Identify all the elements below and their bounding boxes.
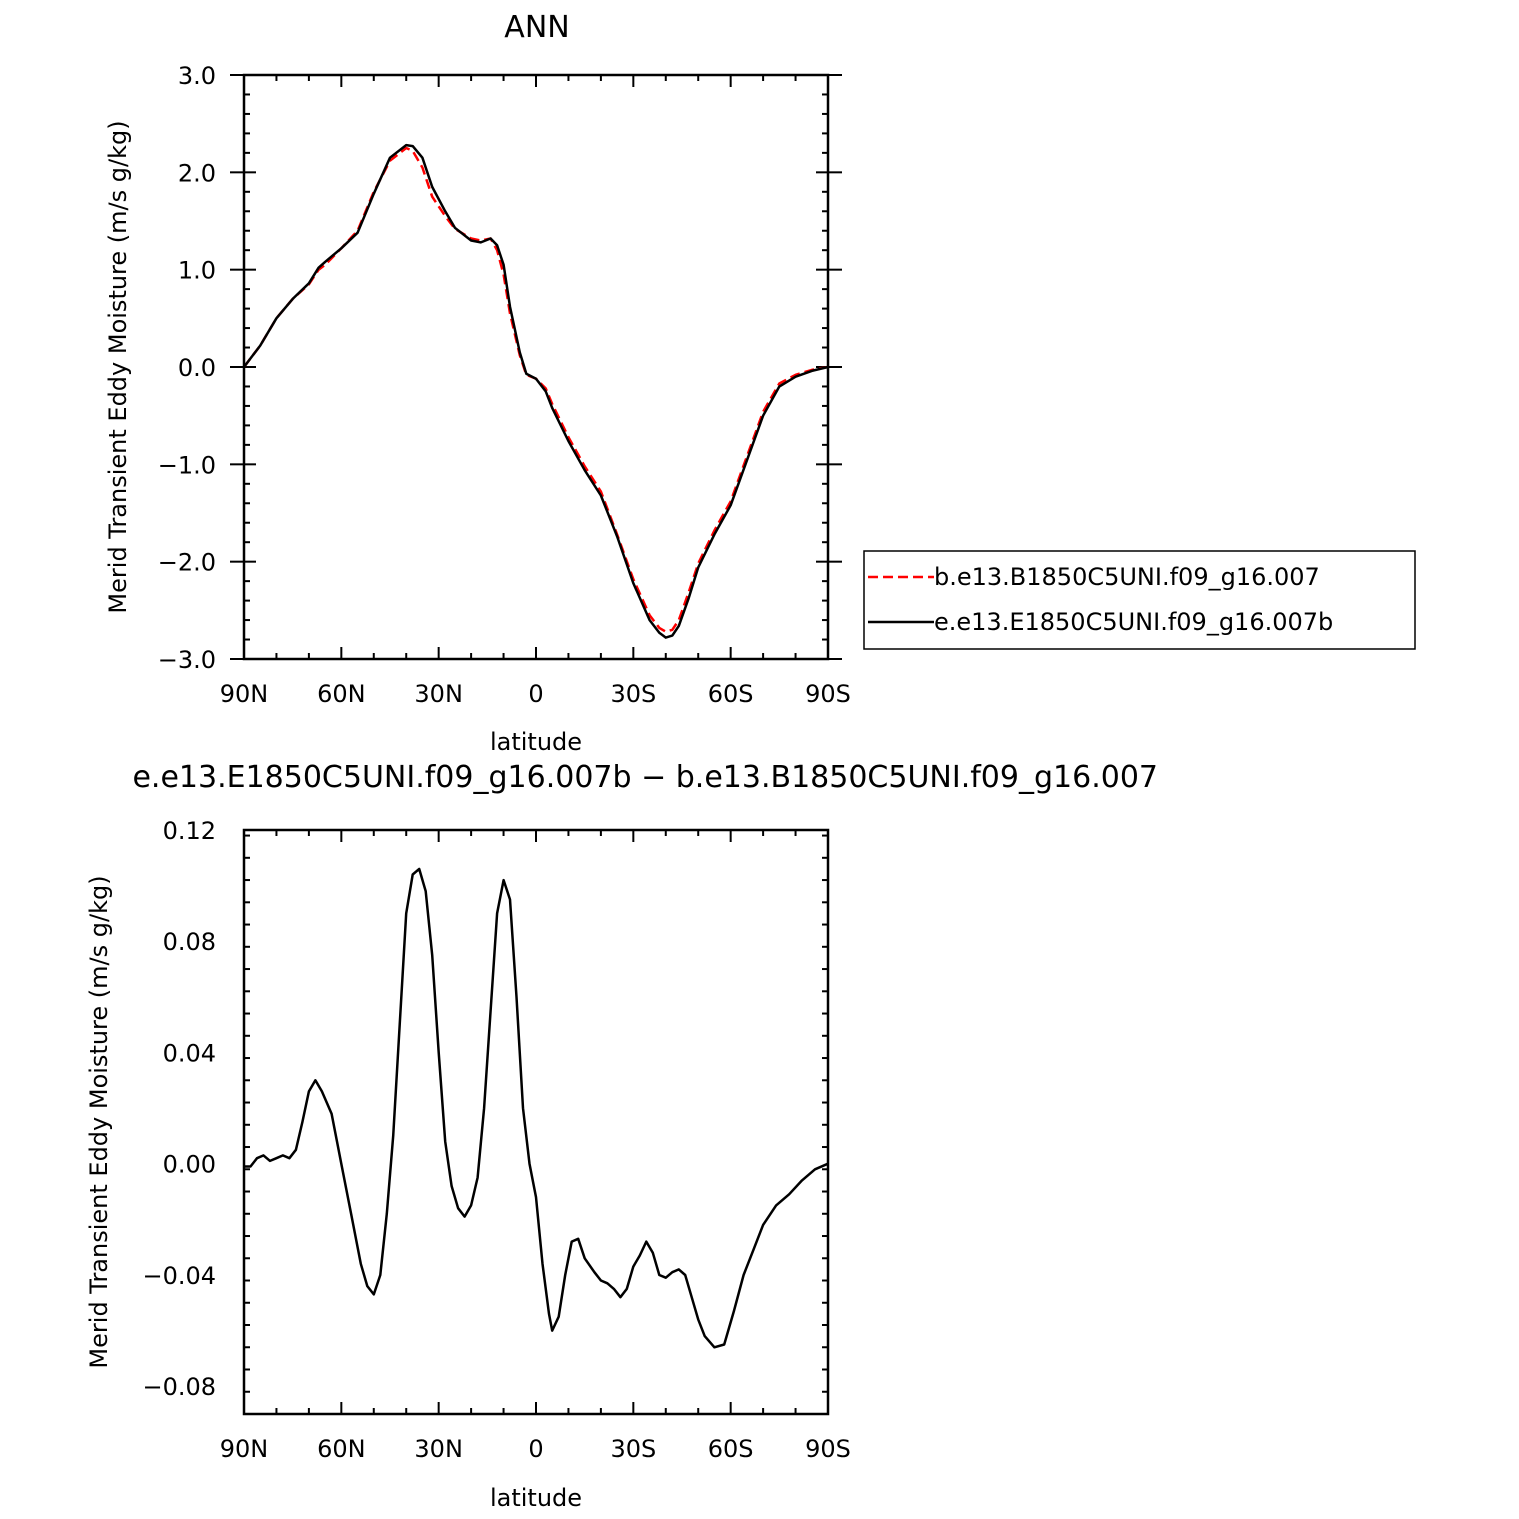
y-tick-label: 0.12 — [163, 817, 216, 845]
x-tick-label: 30S — [610, 1435, 656, 1463]
x-tick-label: 30S — [610, 680, 656, 708]
upper-plot-legend: b.e13.B1850C5UNI.f09_g16.007 e.e13.E1850… — [863, 550, 1416, 650]
upper-plot-series — [243, 143, 829, 639]
y-tick-label: 2.0 — [178, 159, 216, 187]
x-tick-label: 30N — [414, 680, 463, 708]
series-line-1 — [243, 143, 829, 639]
series-line-0 — [243, 146, 829, 633]
lower-plot-series — [244, 867, 829, 1349]
x-tick-label: 0 — [528, 680, 543, 708]
lower-plot-ticks — [243, 830, 829, 1415]
lower-plot: e.e13.E1850C5UNI.f09_g16.007b − b.e13.B1… — [85, 760, 1158, 1512]
y-tick-label: −3.0 — [158, 646, 216, 674]
x-tick-label: 60S — [708, 1435, 754, 1463]
upper-plot-x-axis-title: latitude — [490, 728, 582, 756]
y-tick-label: 1.0 — [178, 257, 216, 285]
x-tick-label: 0 — [528, 1435, 543, 1463]
y-tick-label: 3.0 — [178, 62, 216, 90]
lower-plot-title: e.e13.E1850C5UNI.f09_g16.007b − b.e13.B1… — [132, 760, 1158, 795]
x-tick-label: 90N — [220, 680, 269, 708]
upper-plot-y-axis-title: Merid Transient Eddy Moisture (m/s g/kg) — [104, 120, 132, 613]
x-tick-label: 60N — [317, 680, 366, 708]
x-tick-label: 30N — [414, 1435, 463, 1463]
lower-plot-y-axis-title: Merid Transient Eddy Moisture (m/s g/kg) — [85, 875, 113, 1368]
y-tick-label: −0.08 — [142, 1373, 216, 1401]
upper-plot: ANN Merid Transient Eddy Moisture (m/s g… — [104, 10, 1416, 756]
legend-label-0: b.e13.B1850C5UNI.f09_g16.007 — [934, 563, 1320, 591]
y-tick-label: 0.0 — [178, 354, 216, 382]
legend-box — [863, 550, 1416, 650]
y-tick-label: −1.0 — [158, 451, 216, 479]
upper-plot-title: ANN — [504, 10, 569, 45]
lower-plot-frame — [242, 828, 830, 1416]
y-tick-label: 0.04 — [163, 1039, 216, 1067]
y-tick-label: −2.0 — [158, 549, 216, 577]
lower-plot-tick-labels: 90N 60N 30N 0 30S 60S 90S 0.12 0.08 0.04 0.00 −0.04… — [142, 817, 850, 1463]
series-line-0 — [244, 867, 829, 1349]
upper-plot-tick-labels: 90N 60N 30N 0 30S 60S 90S 3.0 2.0 1.0 0.0 −1.0 −2.0 −… — [158, 62, 851, 708]
x-tick-label: 90S — [805, 1435, 851, 1463]
x-tick-label: 90S — [805, 680, 851, 708]
y-tick-label: 0.08 — [163, 928, 216, 956]
x-tick-label: 90N — [220, 1435, 269, 1463]
legend-label-1: e.e13.E1850C5UNI.f09_g16.007b — [934, 608, 1333, 636]
x-tick-label: 60N — [317, 1435, 366, 1463]
y-tick-label: −0.04 — [142, 1262, 216, 1290]
lower-plot-x-axis-title: latitude — [490, 1484, 582, 1512]
upper-plot-frame — [242, 73, 830, 661]
x-tick-label: 60S — [708, 680, 754, 708]
upper-plot-ticks — [230, 74, 842, 660]
y-tick-label: 0.00 — [163, 1151, 216, 1179]
